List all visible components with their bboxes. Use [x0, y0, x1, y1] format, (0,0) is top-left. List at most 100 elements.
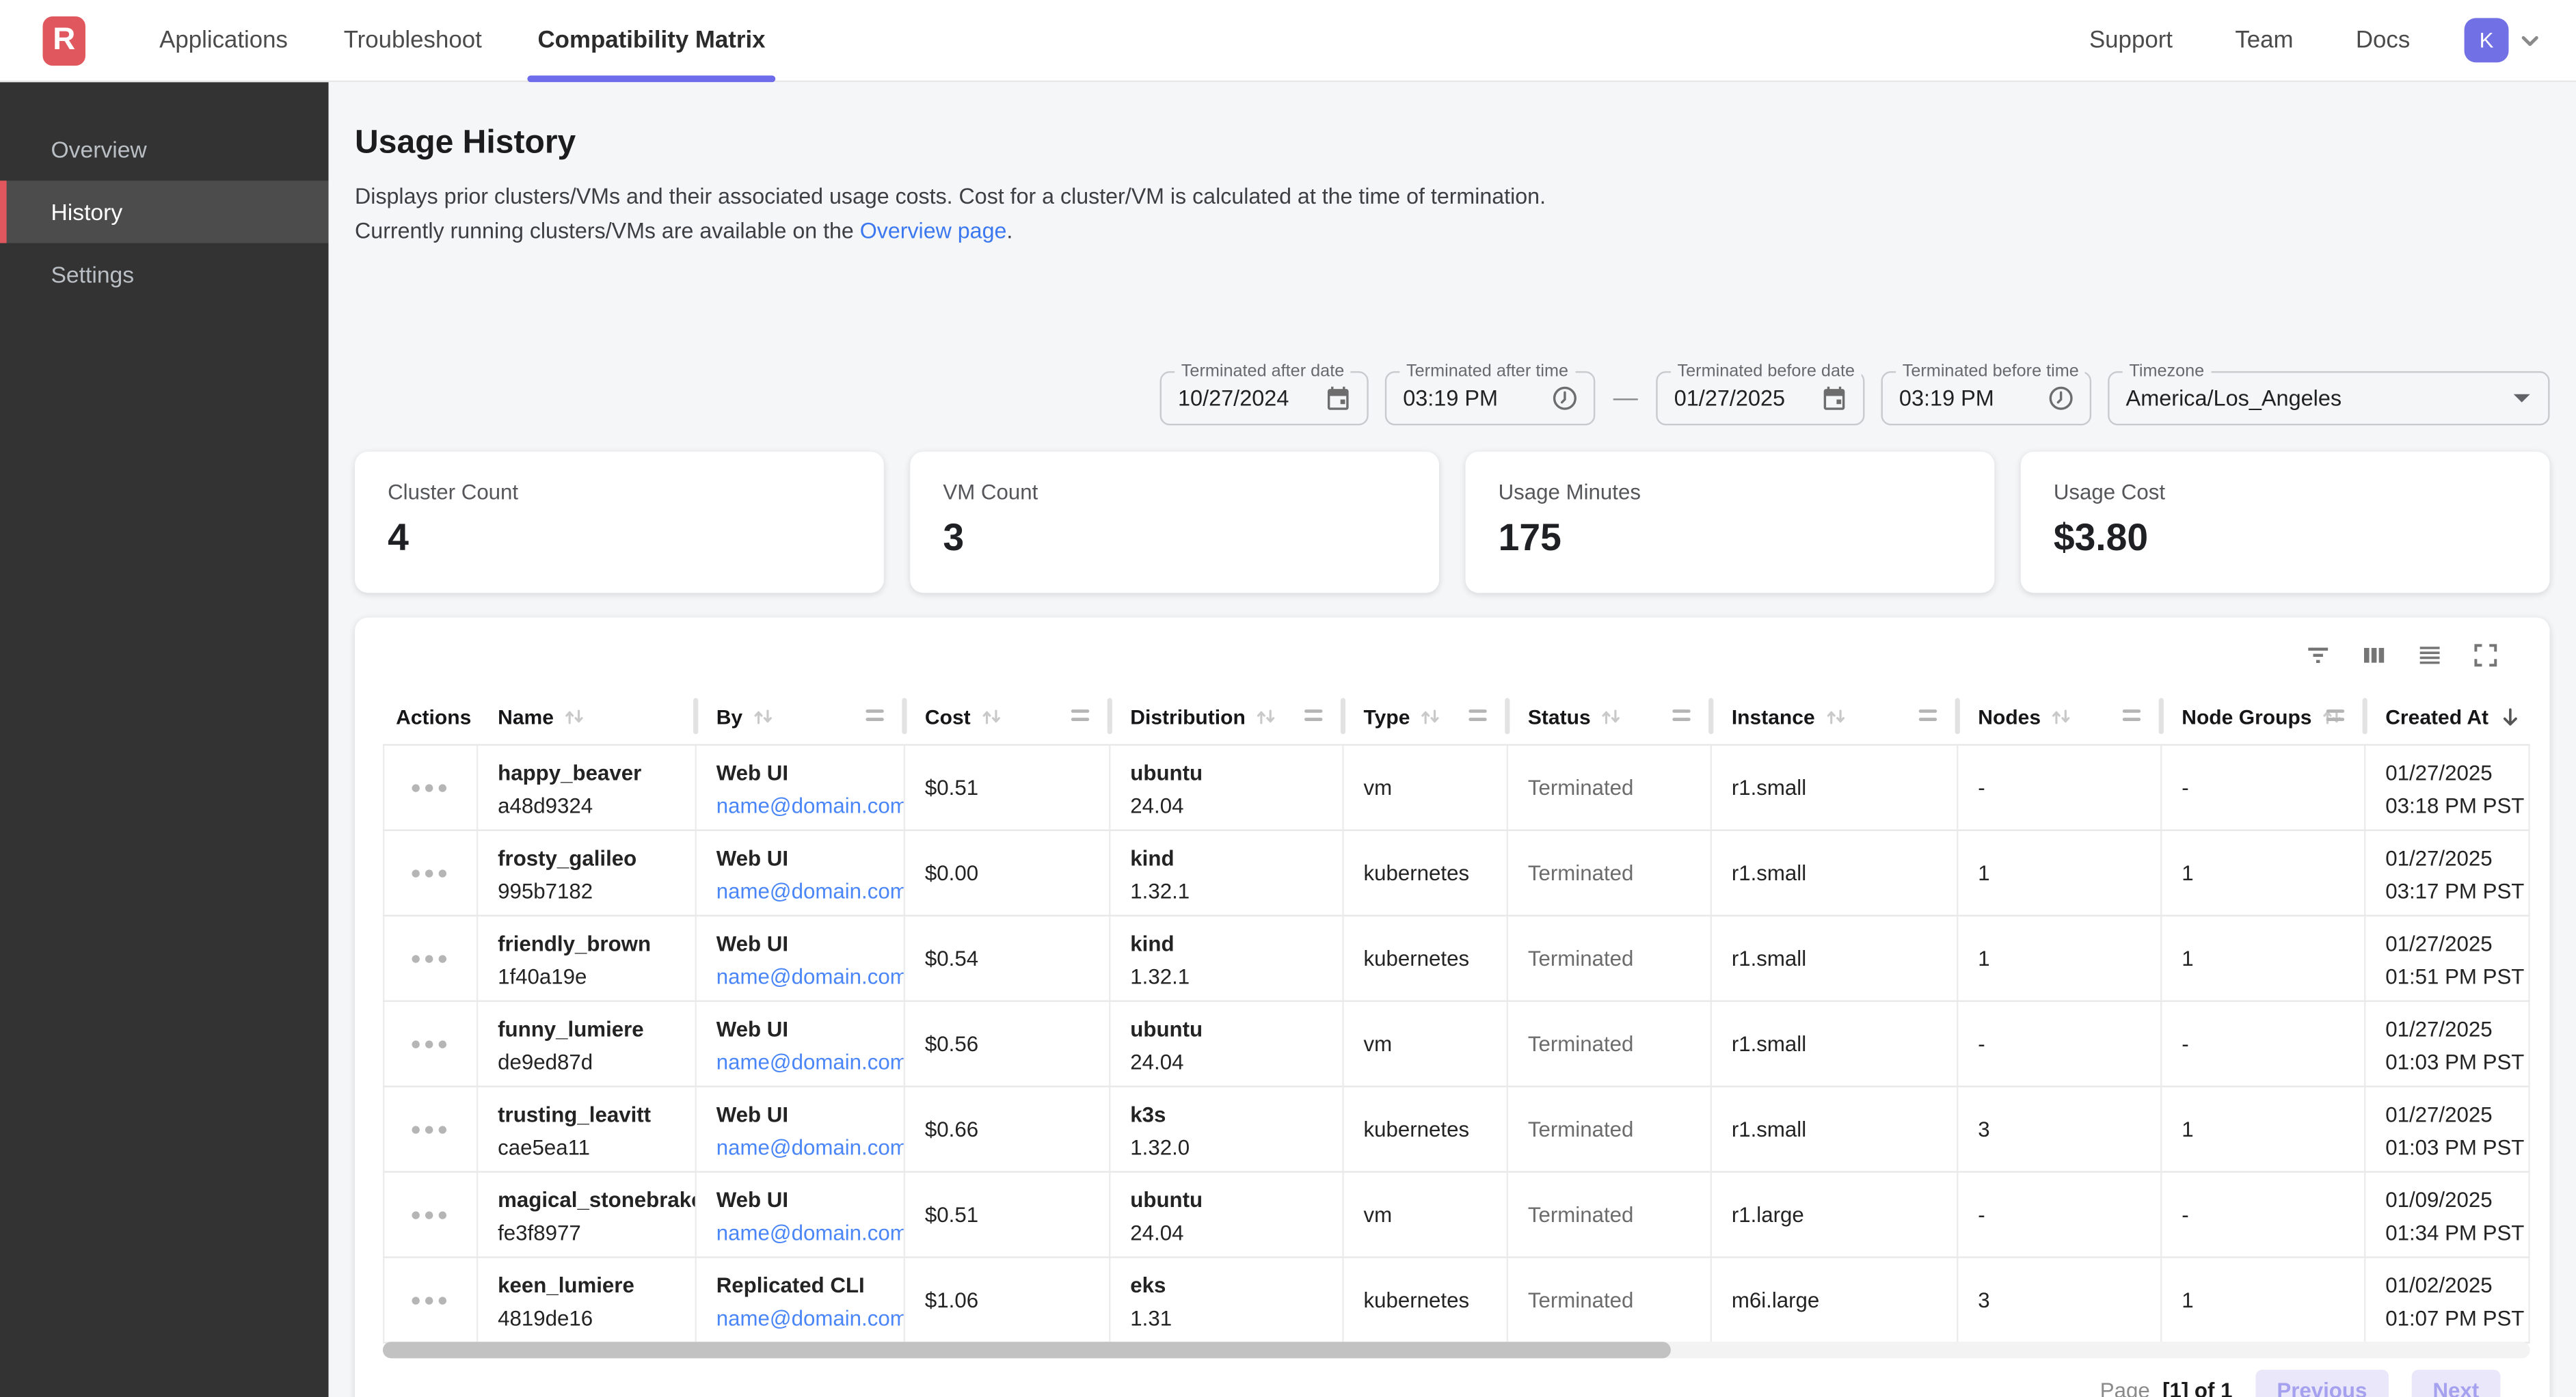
cell-instance: r1.small: [1712, 1002, 1958, 1086]
tab-applications[interactable]: Applications: [131, 0, 316, 81]
cell-distribution: kind1.32.1: [1110, 917, 1343, 1001]
row-actions-button[interactable]: ●●●: [383, 917, 478, 1001]
column-header-created-at[interactable]: Created At: [2365, 690, 2530, 744]
chevron-down-icon[interactable]: [2517, 27, 2543, 53]
timezone-select[interactable]: Timezone America/Los_Angeles: [2108, 371, 2549, 425]
email-link[interactable]: name@domain.com: [716, 876, 894, 908]
next-button[interactable]: Next: [2411, 1370, 2500, 1397]
sort-icon[interactable]: [1600, 706, 1622, 727]
stat-card-usage-cost: Usage Cost $3.80: [2021, 452, 2550, 593]
cell-instance: r1.small: [1712, 831, 1958, 915]
email-link[interactable]: name@domain.com: [716, 1132, 894, 1165]
density-icon[interactable]: [2415, 640, 2444, 670]
field-value: America/Los_Angeles: [2126, 386, 2342, 411]
tab-compatibility-matrix[interactable]: Compatibility Matrix: [510, 0, 794, 81]
page-indicator: Page [1] of 1: [2100, 1378, 2233, 1397]
sidebar: Overview History Settings: [0, 82, 329, 1397]
row-actions-button[interactable]: ●●●: [383, 1087, 478, 1171]
cell-by: Web UIname@domain.com: [697, 1173, 905, 1257]
terminated-after-date-field[interactable]: Terminated after date 10/27/2024: [1160, 371, 1369, 425]
filter-icon[interactable]: [2303, 640, 2333, 670]
row-actions-button[interactable]: ●●●: [383, 1002, 478, 1086]
calendar-icon[interactable]: [1324, 384, 1352, 412]
column-menu-icon[interactable]: [2326, 709, 2344, 726]
column-menu-icon[interactable]: [2123, 709, 2141, 726]
email-link[interactable]: name@domain.com: [716, 1046, 894, 1079]
column-header-name[interactable]: Name: [478, 690, 697, 744]
cell-nodes: -: [1958, 746, 2162, 830]
sort-icon[interactable]: [1255, 706, 1276, 727]
cell-status: Terminated: [1508, 1002, 1712, 1086]
stat-label: Cluster Count: [388, 480, 851, 504]
column-header-type[interactable]: Type: [1344, 690, 1508, 744]
clock-icon[interactable]: [2047, 384, 2075, 412]
page-title: Usage History: [355, 125, 2549, 163]
overview-page-link[interactable]: Overview page: [860, 219, 1007, 244]
column-menu-icon[interactable]: [1919, 709, 1937, 726]
page-description: Displays prior clusters/VMs and their as…: [355, 179, 1636, 249]
cell-type: vm: [1344, 1173, 1508, 1257]
link-team[interactable]: Team: [2204, 27, 2325, 53]
tab-troubleshoot[interactable]: Troubleshoot: [316, 0, 510, 81]
horizontal-scrollbar-track[interactable]: [383, 1342, 2530, 1358]
table-toolbar: [2303, 640, 2500, 670]
calendar-icon[interactable]: [1821, 384, 1849, 412]
column-header-cost[interactable]: Cost: [905, 690, 1110, 744]
column-menu-icon[interactable]: [1468, 709, 1486, 726]
cell-nodes: -: [1958, 1173, 2162, 1257]
link-support[interactable]: Support: [2058, 27, 2203, 53]
row-actions-button[interactable]: ●●●: [383, 746, 478, 830]
cell-status: Terminated: [1508, 1173, 1712, 1257]
terminated-before-date-field[interactable]: Terminated before date 01/27/2025: [1656, 371, 1864, 425]
column-header-distribution[interactable]: Distribution: [1110, 690, 1343, 744]
column-header-instance[interactable]: Instance: [1712, 690, 1958, 744]
cell-created-at: 01/27/202503:18 PM PST: [2365, 746, 2530, 830]
row-actions-button[interactable]: ●●●: [383, 1258, 478, 1342]
column-header-node-groups[interactable]: Node Groups: [2162, 690, 2365, 744]
cell-node-groups: -: [2162, 1173, 2365, 1257]
column-menu-icon[interactable]: [1304, 709, 1322, 726]
email-link[interactable]: name@domain.com: [716, 790, 894, 823]
app-window: R Applications Troubleshoot Compatibilit…: [0, 0, 2576, 1397]
sort-icon[interactable]: [980, 706, 1002, 727]
column-header-nodes[interactable]: Nodes: [1958, 690, 2162, 744]
cell-by: Replicated CLIname@domain.com: [697, 1258, 905, 1342]
sidebar-item-history[interactable]: History: [0, 180, 329, 243]
column-menu-icon[interactable]: [1071, 709, 1089, 726]
email-link[interactable]: name@domain.com: [716, 1303, 894, 1335]
sort-icon[interactable]: [753, 706, 774, 727]
terminated-before-time-field[interactable]: Terminated before time 03:19 PM: [1881, 371, 2092, 425]
link-docs[interactable]: Docs: [2324, 27, 2441, 53]
replicated-logo[interactable]: R: [42, 16, 85, 65]
column-header-status[interactable]: Status: [1508, 690, 1712, 744]
fullscreen-icon[interactable]: [2471, 640, 2500, 670]
column-menu-icon[interactable]: [866, 709, 883, 726]
table-row: ●●● frosty_galileo995b7182 Web UIname@do…: [383, 830, 2530, 915]
cell-node-groups: 1: [2162, 831, 2365, 915]
cell-created-at: 01/02/202501:07 PM PST: [2365, 1258, 2530, 1342]
row-actions-button[interactable]: ●●●: [383, 1173, 478, 1257]
field-label: Terminated before time: [1896, 362, 2085, 381]
email-link[interactable]: name@domain.com: [716, 1217, 894, 1250]
column-header-by[interactable]: By: [697, 690, 905, 744]
stat-card-cluster-count: Cluster Count 4: [355, 452, 884, 593]
cell-by: Web UIname@domain.com: [697, 831, 905, 915]
horizontal-scrollbar-thumb[interactable]: [383, 1342, 1671, 1358]
terminated-after-time-field[interactable]: Terminated after time 03:19 PM: [1385, 371, 1596, 425]
column-menu-icon[interactable]: [1672, 709, 1690, 726]
sort-desc-icon[interactable]: [2498, 705, 2521, 729]
sort-icon[interactable]: [563, 706, 585, 727]
sidebar-item-overview[interactable]: Overview: [0, 118, 329, 180]
select-arrow-icon: [2514, 394, 2530, 403]
clock-icon[interactable]: [1551, 384, 1579, 412]
sort-icon[interactable]: [1420, 706, 1441, 727]
sort-icon[interactable]: [1825, 706, 1846, 727]
email-link[interactable]: name@domain.com: [716, 961, 894, 994]
previous-button[interactable]: Previous: [2255, 1370, 2388, 1397]
row-actions-button[interactable]: ●●●: [383, 831, 478, 915]
sort-icon[interactable]: [2051, 706, 2072, 727]
columns-icon[interactable]: [2359, 640, 2389, 670]
sidebar-item-settings[interactable]: Settings: [0, 243, 329, 306]
avatar[interactable]: K: [2465, 18, 2509, 62]
table-row: ●●● keen_lumiere4819de16 Replicated CLIn…: [383, 1256, 2530, 1343]
